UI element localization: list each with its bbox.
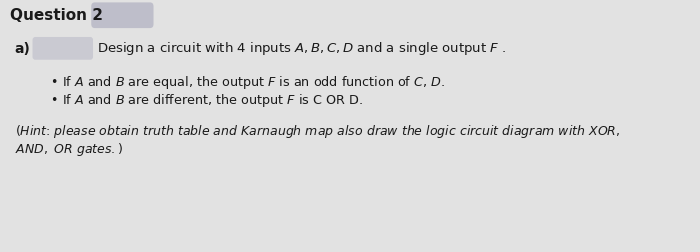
Text: •: •	[50, 94, 57, 107]
Text: If $\it{A}$ and $\it{B}$ are equal, the output $\it{F}$ is an odd function of $\: If $\it{A}$ and $\it{B}$ are equal, the …	[62, 74, 445, 91]
FancyBboxPatch shape	[32, 37, 93, 60]
FancyBboxPatch shape	[91, 2, 153, 28]
Text: Design a circuit with 4 inputs $\it{A, B, C, D}$ and a single output $\it{F}$ .: Design a circuit with 4 inputs $\it{A, B…	[97, 40, 507, 57]
Text: Question 2: Question 2	[10, 8, 104, 23]
Text: $\mathit{AND,\ OR\ gates.)}$: $\mathit{AND,\ OR\ gates.)}$	[15, 141, 123, 158]
Text: a): a)	[15, 42, 31, 56]
Text: $(\mathit{Hint}$: $\mathit{please\ obtain\ truth\ table\ and\ Karnaugh\ map\ als: $(\mathit{Hint}$: $\mathit{please\ obtai…	[15, 123, 620, 140]
Text: If $\it{A}$ and $\it{B}$ are different, the output $\it{F}$ is C OR D.: If $\it{A}$ and $\it{B}$ are different, …	[62, 92, 363, 109]
Text: •: •	[50, 76, 57, 89]
